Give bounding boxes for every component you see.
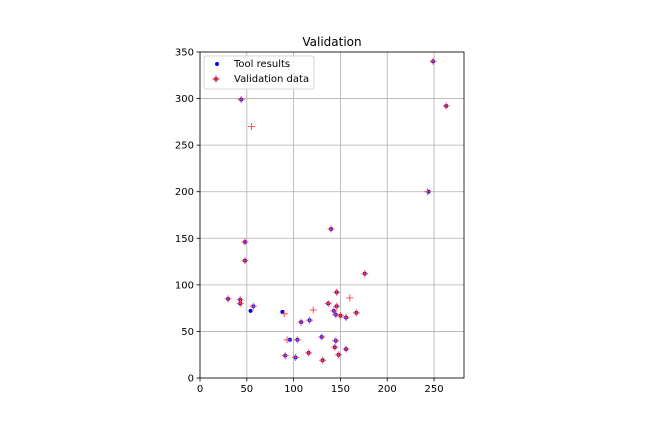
y-tick-label: 0 bbox=[188, 374, 194, 385]
validation-point bbox=[333, 302, 341, 310]
legend-marker-validation-data bbox=[212, 75, 220, 83]
data-points bbox=[224, 57, 450, 364]
x-tick-label: 50 bbox=[240, 384, 253, 395]
validation-point bbox=[324, 299, 332, 307]
validation-point bbox=[291, 354, 299, 362]
validation-point bbox=[236, 299, 244, 307]
validation-point bbox=[309, 306, 317, 314]
validation-point bbox=[306, 316, 314, 324]
validation-point bbox=[361, 270, 369, 278]
validation-point bbox=[336, 312, 344, 320]
validation-point bbox=[429, 57, 437, 65]
x-tick-label: 100 bbox=[284, 384, 303, 395]
y-tick-label: 250 bbox=[175, 141, 194, 152]
validation-point bbox=[237, 96, 245, 104]
plot-frame bbox=[199, 51, 465, 379]
x-axis: 0 50 100 150 200 250 bbox=[197, 378, 444, 395]
validation-point bbox=[318, 333, 326, 341]
validation-point bbox=[423, 188, 431, 196]
legend-label-validation-data: Validation data bbox=[234, 74, 309, 85]
legend-marker-tool-results bbox=[215, 62, 219, 66]
validation-point bbox=[305, 349, 313, 357]
plot-area bbox=[200, 52, 464, 378]
validation-point bbox=[346, 294, 354, 302]
validation-point bbox=[332, 311, 340, 319]
validation-point bbox=[342, 345, 350, 353]
validation-point bbox=[332, 337, 340, 345]
x-tick-label: 200 bbox=[378, 384, 397, 395]
chart-title: Validation bbox=[302, 35, 361, 49]
x-tick-label: 250 bbox=[424, 384, 443, 395]
validation-point bbox=[241, 257, 249, 265]
legend-box bbox=[203, 55, 315, 90]
validation-point bbox=[330, 307, 338, 315]
validation-point bbox=[333, 288, 341, 296]
validation-point bbox=[283, 336, 291, 344]
validation-point bbox=[297, 318, 305, 326]
validation-point bbox=[327, 225, 335, 233]
validation-point bbox=[319, 356, 327, 364]
y-tick-label: 50 bbox=[181, 327, 194, 338]
y-tick-label: 350 bbox=[175, 48, 194, 59]
validation-point bbox=[352, 309, 360, 317]
validation-point bbox=[224, 295, 232, 303]
validation-point bbox=[247, 123, 255, 131]
validation-point bbox=[331, 343, 339, 351]
validation-point bbox=[342, 313, 350, 321]
validation-point bbox=[280, 310, 288, 318]
series-validation-data bbox=[224, 57, 450, 364]
validation-point bbox=[249, 302, 257, 310]
validation-point bbox=[442, 102, 450, 110]
series-tool-results bbox=[226, 59, 449, 363]
tool-result-point bbox=[280, 309, 285, 314]
y-tick-label: 150 bbox=[175, 234, 194, 245]
y-tick-label: 300 bbox=[175, 94, 194, 105]
legend: Tool results Validation data bbox=[203, 55, 315, 90]
x-tick-label: 150 bbox=[331, 384, 350, 395]
x-tick-label: 0 bbox=[197, 384, 203, 395]
y-axis: 0 50 100 150 200 250 300 350 bbox=[175, 48, 200, 385]
validation-point bbox=[335, 351, 343, 359]
y-tick-label: 100 bbox=[175, 280, 194, 291]
validation-point bbox=[293, 336, 301, 344]
legend-label-tool-results: Tool results bbox=[233, 59, 290, 70]
validation-point bbox=[281, 352, 289, 360]
validation-point bbox=[241, 238, 249, 246]
tool-result-point bbox=[248, 308, 253, 313]
y-tick-label: 200 bbox=[175, 187, 194, 198]
